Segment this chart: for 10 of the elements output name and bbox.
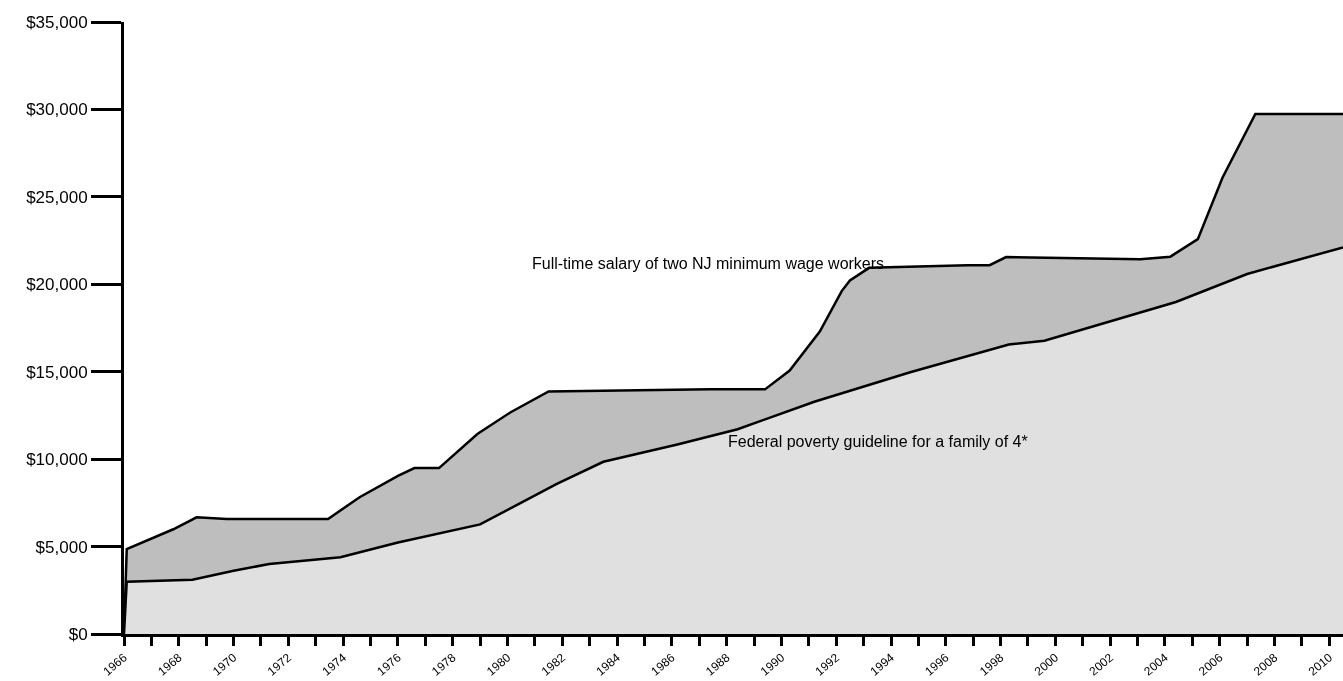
series-label: Full-time salary of two NJ minimum wage workers — [532, 255, 885, 272]
y-tick-label: $10,000 — [26, 450, 88, 470]
y-tick-label: $30,000 — [26, 100, 88, 120]
y-tick-label: $35,000 — [26, 12, 88, 32]
y-tick-label: $20,000 — [26, 275, 88, 295]
y-tick-label: $15,000 — [26, 362, 88, 382]
y-tick-label: $25,000 — [26, 187, 88, 207]
series-label: Federal poverty guideline for a family of 4* — [728, 433, 1028, 450]
y-tick-label: $0 — [68, 624, 88, 644]
y-tick-label: $5,000 — [35, 537, 88, 557]
